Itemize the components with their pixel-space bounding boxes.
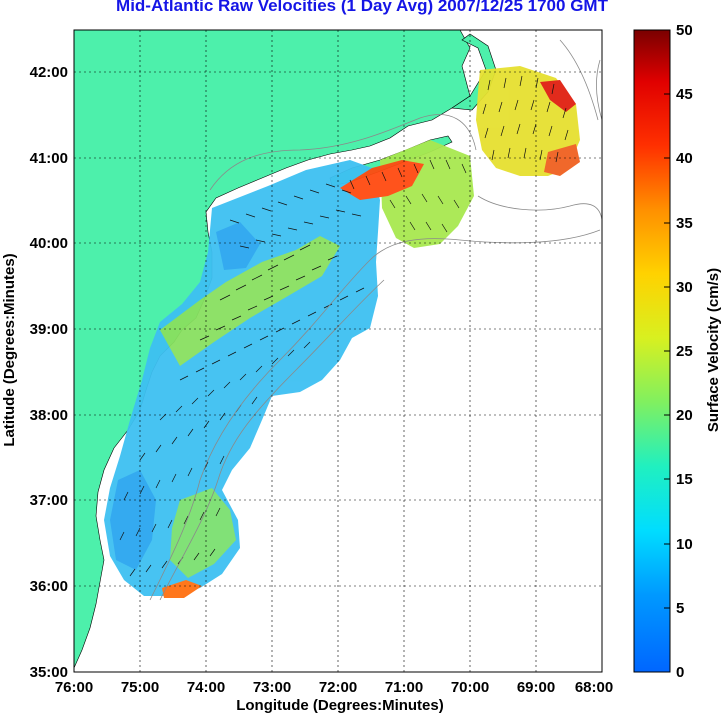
colorbar-tick-label: 50 bbox=[676, 22, 693, 39]
lat-tick-label: 35:00 bbox=[30, 664, 68, 681]
lon-tick-label: 70:00 bbox=[451, 679, 489, 696]
lon-tick-labels: 76:00 75:00 74:00 73:00 72:00 71:00 70:0… bbox=[55, 679, 613, 696]
lat-tick-label: 40:00 bbox=[30, 235, 68, 252]
colorbar-tick-labels: 50 45 40 35 30 25 20 15 10 5 0 bbox=[676, 22, 693, 681]
lon-tick-label: 73:00 bbox=[253, 679, 291, 696]
colorbar-tick-label: 5 bbox=[676, 600, 684, 617]
lat-tick-label: 37:00 bbox=[30, 492, 68, 509]
colorbar-label: Surface Velocity (cm/s) bbox=[705, 268, 722, 432]
lon-tick-label: 72:00 bbox=[319, 679, 357, 696]
colorbar-tick-label: 0 bbox=[676, 664, 684, 681]
y-axis-label: Latitude (Degrees:Minutes) bbox=[1, 253, 18, 446]
colorbar-tick-label: 20 bbox=[676, 407, 693, 424]
map-gridlines bbox=[74, 30, 602, 672]
colorbar-tick-label: 10 bbox=[676, 536, 693, 553]
colorbar-tick-label: 25 bbox=[676, 343, 693, 360]
lon-tick-label: 76:00 bbox=[55, 679, 93, 696]
lon-tick-label: 74:00 bbox=[187, 679, 225, 696]
x-axis-label: Longitude (Degrees:Minutes) bbox=[236, 697, 444, 714]
lon-tick-label: 75:00 bbox=[121, 679, 159, 696]
velocity-vectors bbox=[119, 75, 569, 577]
colorbar-tick-label: 35 bbox=[676, 215, 693, 232]
colorbar-tick-label: 45 bbox=[676, 86, 693, 103]
lat-tick-label: 36:00 bbox=[30, 578, 68, 595]
lat-tick-label: 39:00 bbox=[30, 321, 68, 338]
lat-tick-label: 41:00 bbox=[30, 150, 68, 167]
lat-tick-labels: 42:00 41:00 40:00 39:00 38:00 37:00 36:0… bbox=[30, 64, 68, 681]
colorbar-tick-label: 15 bbox=[676, 471, 693, 488]
lat-tick-label: 42:00 bbox=[30, 64, 68, 81]
map-title: Mid-Atlantic Raw Velocities (1 Day Avg) … bbox=[116, 0, 608, 15]
plot-frame bbox=[73, 29, 603, 673]
lon-tick-label: 68:00 bbox=[575, 679, 613, 696]
lat-tick-label: 38:00 bbox=[30, 407, 68, 424]
lon-tick-label: 69:00 bbox=[517, 679, 555, 696]
lon-tick-label: 71:00 bbox=[385, 679, 423, 696]
colorbar-tick-label: 30 bbox=[676, 279, 693, 296]
colorbar-tick-label: 40 bbox=[676, 150, 693, 167]
bathymetry-contours bbox=[149, 39, 602, 601]
colorbar-ticks bbox=[664, 93, 670, 609]
